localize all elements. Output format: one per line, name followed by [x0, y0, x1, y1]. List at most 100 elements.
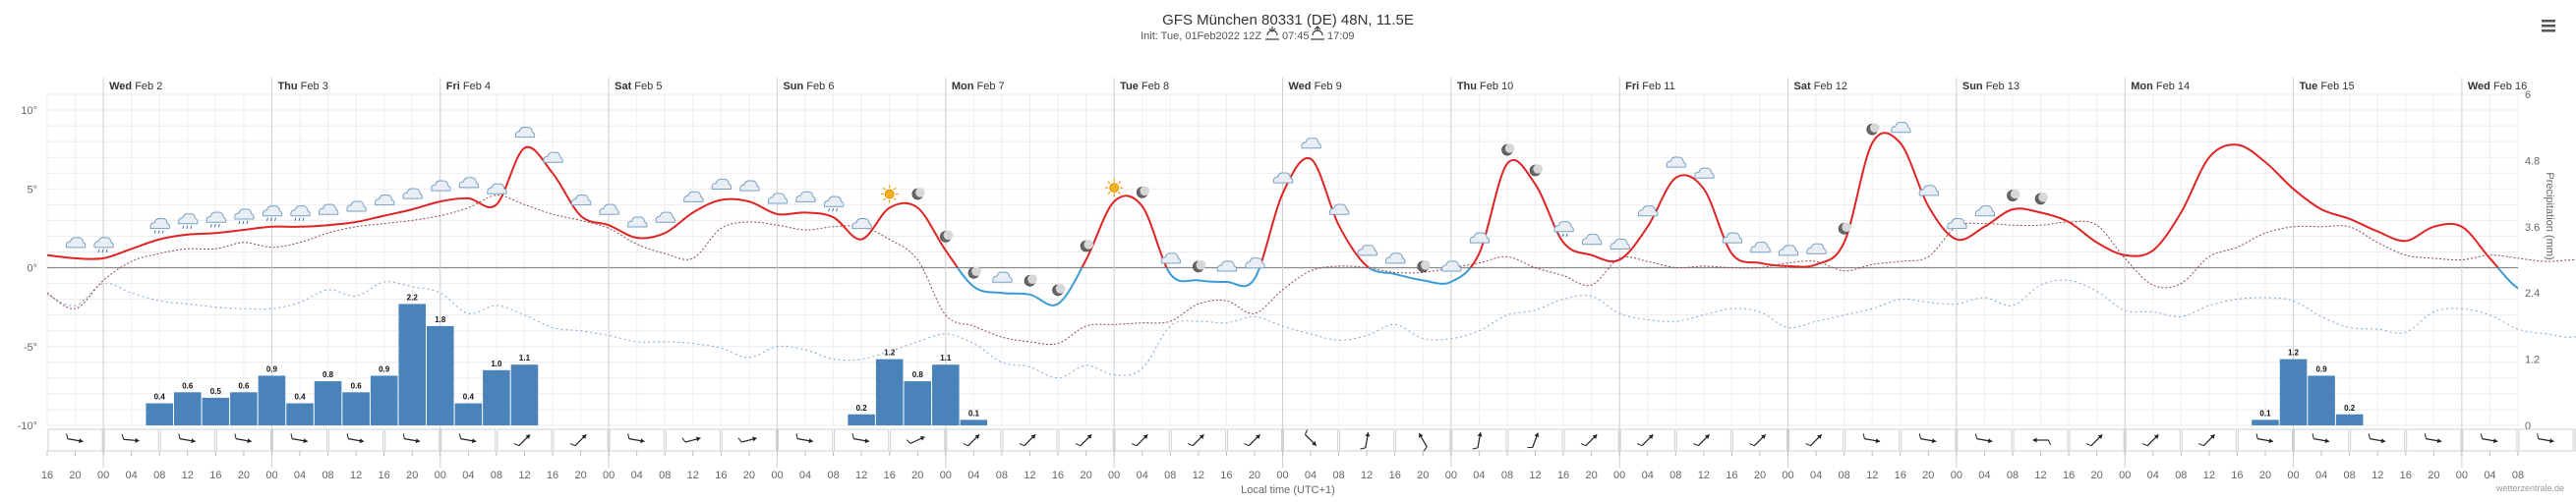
- wind-barb: [737, 437, 742, 443]
- cloud-shape: [149, 217, 170, 230]
- sun-ray: [1107, 181, 1111, 185]
- rain-drop: [186, 225, 189, 229]
- precip-bar: [2279, 359, 2308, 425]
- precip-value-label: 0.8: [322, 370, 334, 379]
- rain-drop: [161, 230, 164, 234]
- moon-crescent: [1196, 260, 1206, 270]
- precip-value-label: 1.8: [435, 315, 446, 324]
- x-tick-label: 04: [2315, 470, 2327, 481]
- x-tick-label: 00: [1782, 470, 1793, 481]
- x-tick-label: 08: [1164, 470, 1176, 481]
- moon-weather-icon: [1080, 240, 1093, 252]
- x-tick-label: 16: [1052, 470, 1064, 481]
- cloud-shape: [93, 237, 114, 249]
- rain-drop: [294, 217, 297, 221]
- wind-head: [2153, 434, 2159, 439]
- moon-crescent: [971, 266, 981, 276]
- cloud-weather-icon: [1694, 167, 1715, 179]
- y2-tick-label: 4.8: [2525, 155, 2540, 167]
- wind-arrow-icon: [1360, 432, 1371, 450]
- moon-crescent: [1842, 222, 1851, 232]
- cloud-weather-icon: [1328, 203, 1350, 215]
- wind-barb: [1805, 443, 1811, 447]
- precip-value-label: 1.2: [2288, 349, 2300, 358]
- cloud-shape: [543, 151, 563, 163]
- wind-head: [2380, 438, 2386, 444]
- x-tick-label: 04: [1305, 470, 1317, 481]
- x-tick-label: 16: [1389, 470, 1401, 481]
- cloud-shape: [178, 213, 199, 225]
- wind-head: [135, 437, 140, 443]
- wind-barb: [290, 433, 293, 439]
- cloud-weather-icon: [739, 180, 760, 192]
- x-tick-label: 04: [967, 470, 979, 481]
- rain-weather-icon: [290, 205, 311, 221]
- x-tick-label: 00: [2456, 470, 2468, 481]
- menu-icon[interactable]: [2542, 20, 2555, 32]
- x-tick-label: 16: [41, 470, 53, 481]
- wind-head: [2324, 438, 2329, 444]
- cloud-weather-icon: [543, 151, 563, 163]
- moon-weather-icon: [1529, 164, 1543, 177]
- rain-drop: [832, 208, 835, 212]
- wind-arrow-icon: [346, 433, 365, 444]
- cloud-weather-icon: [1918, 185, 1940, 196]
- precip-value-label: 0.8: [912, 370, 924, 379]
- x-tick-label: 12: [518, 470, 530, 481]
- cloud-weather-icon: [1891, 122, 1911, 134]
- rain-weather-icon: [93, 237, 114, 253]
- wind-arrow-icon: [1527, 432, 1540, 449]
- precip-value-label: 0.2: [2344, 404, 2356, 413]
- wind-head: [864, 438, 869, 444]
- cloud-shape: [1806, 243, 1827, 254]
- day-label: Thu Feb 10: [1457, 81, 1513, 92]
- sun-ray: [1118, 191, 1121, 195]
- x-tick-label: 16: [884, 470, 896, 481]
- wind-arrow-icon: [121, 434, 140, 443]
- wind-head: [581, 434, 587, 439]
- wind-head: [696, 436, 701, 442]
- cloud-weather-icon: [1301, 138, 1321, 149]
- moon-crescent: [2038, 193, 2048, 202]
- x-tick-label: 20: [743, 470, 755, 481]
- precip-value-label: 0.2: [856, 404, 868, 413]
- rain-drop: [246, 220, 249, 225]
- cloud-weather-icon: [402, 188, 423, 199]
- wind-barb: [66, 433, 69, 439]
- moon-weather-icon: [967, 266, 981, 279]
- cloud-shape: [290, 205, 311, 217]
- wind-arrow-icon: [906, 436, 925, 444]
- x-tick-label: 20: [1586, 470, 1598, 481]
- sun-ray: [893, 197, 897, 201]
- x-tick-label: 08: [491, 470, 502, 481]
- day-label: Wed Feb 16: [2468, 81, 2527, 92]
- wind-head: [2097, 434, 2103, 439]
- rain-weather-icon: [823, 195, 845, 212]
- wind-arrow-icon: [737, 436, 757, 443]
- wind-barb: [681, 437, 686, 443]
- rain-drop: [217, 224, 220, 228]
- x-tick-label: 00: [97, 470, 109, 481]
- min-temperature-line: [46, 279, 2576, 379]
- sun-ray: [882, 197, 886, 201]
- wind-barb: [1187, 443, 1194, 447]
- wind-barb: [851, 433, 854, 439]
- day-label: Sun Feb 13: [1962, 81, 2020, 92]
- x-tick-label: 00: [1613, 470, 1625, 481]
- cloud-shape: [1666, 156, 1687, 168]
- rain-drop: [298, 217, 301, 221]
- x-tick-label: 00: [940, 470, 952, 481]
- precip-bar: [904, 381, 932, 425]
- x-tick-label: 16: [209, 470, 221, 481]
- wind-barb: [346, 433, 349, 439]
- cloud-weather-icon: [711, 178, 732, 190]
- wind-arrow-icon: [1472, 432, 1483, 450]
- moon-crescent: [915, 188, 925, 197]
- wind-head: [2268, 438, 2273, 444]
- cloud-shape: [1469, 232, 1491, 244]
- rain-drop: [213, 224, 216, 228]
- wind-head: [1592, 434, 1598, 439]
- wind-arrow-icon: [2085, 433, 2103, 447]
- precip-bar: [510, 364, 539, 425]
- x-tick-label: 16: [1726, 470, 1737, 481]
